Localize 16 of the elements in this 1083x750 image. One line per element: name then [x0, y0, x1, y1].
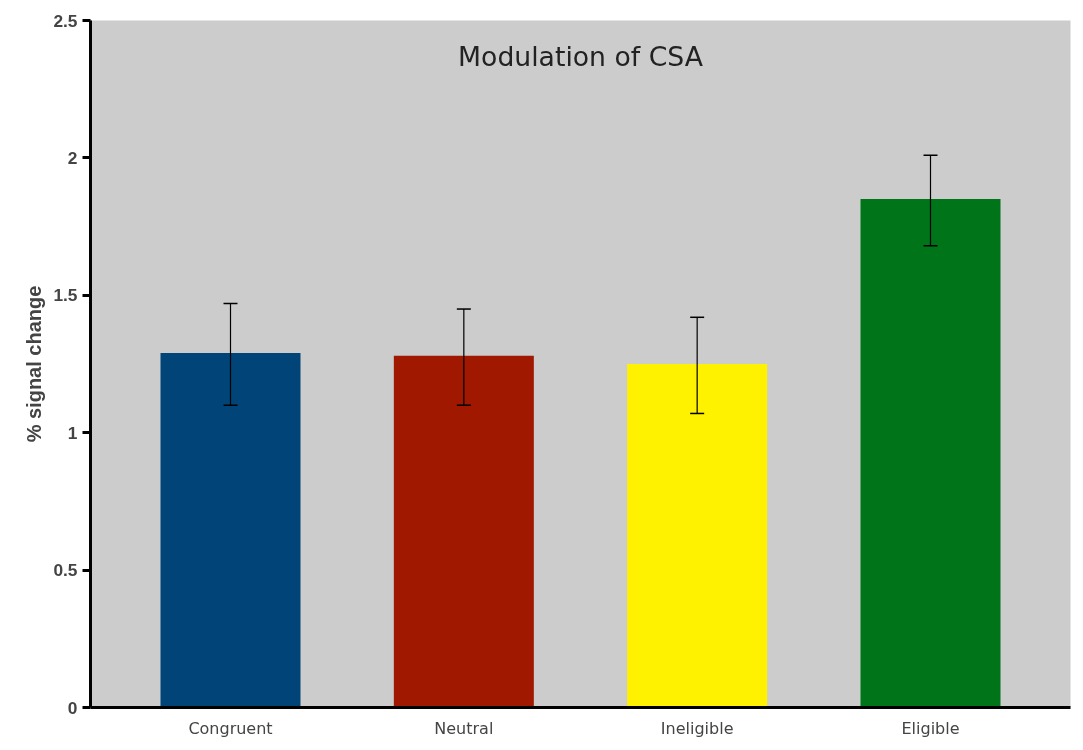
y-tick-label: 1 [67, 422, 78, 443]
x-tick-label: Congruent [188, 718, 273, 738]
y-tick-label: 2.5 [53, 10, 78, 31]
y-tick-label: 2 [67, 147, 78, 168]
bar [627, 364, 768, 708]
bar [160, 353, 301, 708]
y-tick-label: 1.5 [53, 285, 78, 306]
x-tick-label: Eligible [901, 718, 960, 738]
x-tick-label: Neutral [434, 718, 494, 738]
y-axis-title: % signal change [23, 285, 46, 443]
bar [393, 355, 534, 708]
x-tick-label: Ineligible [660, 718, 734, 738]
y-tick-label: 0 [67, 697, 78, 718]
y-tick-label: 0.5 [53, 560, 78, 581]
bar [860, 199, 1001, 708]
text: Modulation of CSA [458, 41, 704, 73]
